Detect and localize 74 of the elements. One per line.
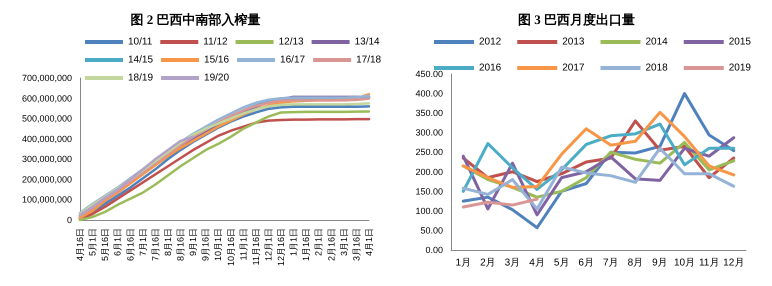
y-tick-label: 150.00 <box>415 186 443 196</box>
x-tick-label: 3月 <box>504 258 520 268</box>
y-tick-label: 500,000,000 <box>22 114 72 124</box>
legend-label: 2012 <box>479 36 502 48</box>
x-tick-label: 2月1日 <box>314 228 324 256</box>
x-tick-label: 9月 <box>652 258 668 268</box>
y-tick-label: 700,000,000 <box>22 73 72 83</box>
x-tick-label: 4月 <box>529 258 545 268</box>
legend-label: 2016 <box>479 62 502 74</box>
y-tick-label: 400.00 <box>415 88 443 99</box>
y-tick-label: 0 <box>66 215 72 225</box>
legend-label: 14/15 <box>128 54 154 66</box>
legend-label: 12/13 <box>278 36 304 48</box>
legend-label: 13/14 <box>354 36 380 48</box>
x-tick-label: 5月 <box>554 258 570 268</box>
y-tick-label: 200,000,000 <box>22 174 72 184</box>
x-tick-label: 12月16日 <box>276 228 286 266</box>
x-tick-label: 7月 <box>603 258 619 268</box>
x-tick-label: 1月 <box>456 258 472 268</box>
legend-label: 10/11 <box>128 36 153 48</box>
x-tick-label: 8月 <box>628 258 644 268</box>
x-tick-label: 3月16日 <box>351 228 362 262</box>
x-tick-label: 10月16日 <box>226 228 236 266</box>
x-tick-label: 6月1日 <box>112 228 123 256</box>
chart-title: 图 3 巴西月度出口量 <box>518 12 635 27</box>
y-tick-label: 200.00 <box>415 166 443 177</box>
legend-label: 2019 <box>728 62 752 74</box>
x-tick-label: 7月16日 <box>150 228 160 262</box>
x-tick-label: 4月1日 <box>364 228 374 256</box>
x-tick-label: 10月 <box>674 258 696 268</box>
y-tick-label: 100,000,000 <box>22 194 72 205</box>
y-tick-label: 300,000,000 <box>22 154 72 164</box>
legend-label: 2018 <box>645 62 668 74</box>
y-tick-label: 400,000,000 <box>22 134 72 144</box>
y-tick-label: 100.00 <box>415 206 443 216</box>
x-tick-label: 12月 <box>723 258 744 268</box>
x-tick-label: 11月 <box>698 258 720 268</box>
legend-label: 2017 <box>562 62 585 74</box>
x-tick-label: 5月16日 <box>100 228 110 262</box>
legend-label: 18/19 <box>128 72 154 84</box>
y-tick-label: 350.00 <box>415 108 443 118</box>
x-tick-label: 10月1日 <box>213 228 224 262</box>
legend-label: 2015 <box>728 36 752 48</box>
y-tick-label: 50.00 <box>420 225 443 236</box>
x-tick-label: 2月16日 <box>326 228 336 262</box>
x-tick-label: 12月1日 <box>263 228 274 262</box>
x-tick-label: 11月1日 <box>238 228 248 260</box>
chart-title: 图 2 巴西中南部入榨量 <box>130 12 260 27</box>
x-tick-label: 2月 <box>480 258 496 268</box>
x-tick-label: 9月1日 <box>188 228 198 256</box>
x-tick-label: 9月16日 <box>200 228 211 262</box>
y-tick-label: 600,000,000 <box>22 93 72 104</box>
y-tick-label: 250.00 <box>415 147 443 158</box>
legend-label: 2013 <box>562 36 585 48</box>
x-tick-label: 7月1日 <box>138 228 148 256</box>
x-tick-label: 3月1日 <box>338 228 349 256</box>
y-tick-label: 0.00 <box>425 245 443 255</box>
legend-label: 15/16 <box>204 54 230 66</box>
legend-label: 2014 <box>645 36 668 48</box>
x-tick-label: 4月16日 <box>75 228 85 262</box>
x-tick-label: 8月1日 <box>162 228 173 256</box>
x-tick-label: 6月 <box>578 258 594 268</box>
x-tick-label: 1月16日 <box>301 228 312 262</box>
x-tick-label: 5月1日 <box>88 228 98 256</box>
x-tick-label: 1月1日 <box>288 228 299 256</box>
legend-label: 17/18 <box>356 54 382 66</box>
y-tick-label: 300.00 <box>415 128 443 138</box>
y-tick-label: 450.00 <box>415 69 443 79</box>
legend-label: 19/20 <box>204 72 230 84</box>
x-tick-label: 8月16日 <box>176 228 186 262</box>
legend-label: 11/12 <box>203 36 228 48</box>
x-tick-label: 11月16日 <box>250 228 261 266</box>
legend-label: 16/17 <box>280 54 306 66</box>
x-tick-label: 6月16日 <box>125 228 136 262</box>
